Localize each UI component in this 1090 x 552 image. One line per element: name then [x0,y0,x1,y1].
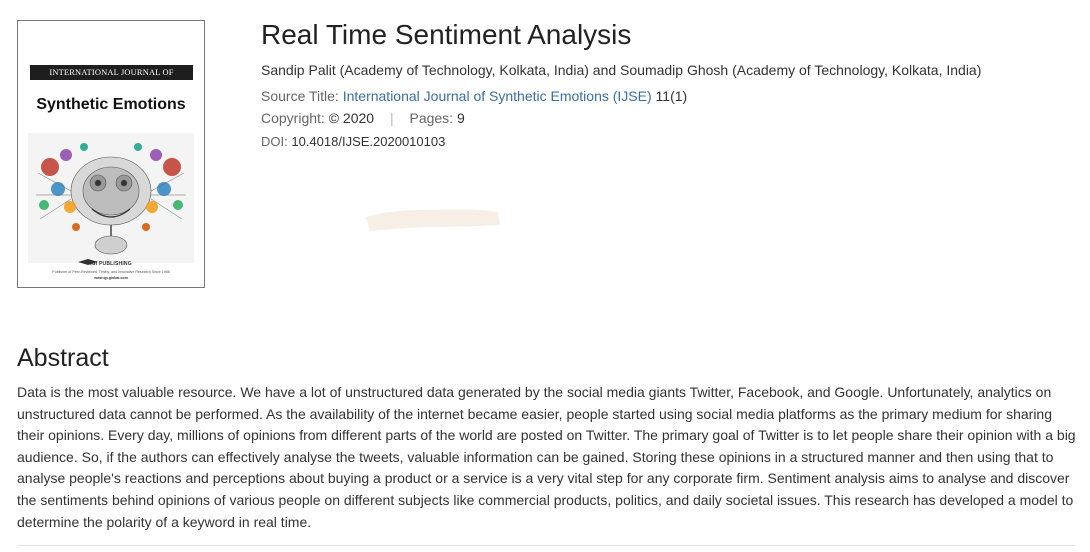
cover-publisher-url: www.igi-global.com [94,276,128,280]
decorative-brush-stroke [366,209,500,231]
doi-value[interactable]: 10.4018/IJSE.2020010103 [291,134,446,149]
doi-row: DOI: 10.4018/IJSE.2020010103 [261,134,445,149]
cover-journal-title: Synthetic Emotions [36,96,186,113]
cover-journal-band: INTERNATIONAL JOURNAL OF [30,65,193,80]
section-divider [17,545,1075,546]
copyright-value: © 2020 [328,110,375,126]
doi-label: DOI: [261,134,288,149]
copyright-pages-row: Copyright: © 2020 | Pages: 9 [261,110,465,126]
cover-publisher-tagline: Publisher of Peer-Reviewed, Timely, and … [52,270,170,274]
cover-artwork [28,133,194,263]
source-title-label: Source Title: [261,88,339,104]
copyright-label: Copyright: [261,110,325,126]
meta-separator: | [389,110,394,126]
source-title-row: Source Title: International Journal of S… [261,88,687,104]
source-issue: 11(1) [655,88,688,104]
abstract-heading: Abstract [17,344,109,372]
igi-publishing-logo [78,259,98,265]
cover-publisher-name: IGI PUBLISHING [90,261,132,267]
journal-cover-image[interactable]: INTERNATIONAL JOURNAL OF Synthetic Emoti… [17,20,205,288]
pages-value: 9 [456,110,465,126]
abstract-text: Data is the most valuable resource. We h… [17,384,1076,530]
article-title: Real Time Sentiment Analysis [261,19,632,50]
pages-label: Pages: [409,110,454,126]
source-title-link[interactable]: International Journal of Synthetic Emoti… [342,88,652,104]
article-authors: Sandip Palit (Academy of Technology, Kol… [261,62,982,78]
